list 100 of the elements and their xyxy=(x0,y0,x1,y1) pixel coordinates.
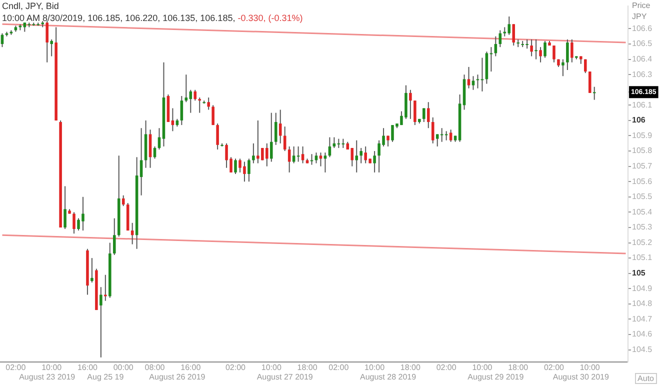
y-tick-label: 105 xyxy=(632,268,646,278)
candlestick xyxy=(508,16,511,36)
candlestick xyxy=(480,57,484,92)
candlestick xyxy=(207,97,210,110)
candlestick xyxy=(355,140,358,173)
y-tick-label: 105.6 xyxy=(632,176,653,186)
candlestick xyxy=(552,45,556,63)
candlestick xyxy=(476,74,480,89)
y-tick-label: 106.4 xyxy=(632,54,653,64)
candlestick xyxy=(426,102,430,129)
candlestick xyxy=(234,158,237,174)
x-tick-label: 16:00 xyxy=(180,363,202,372)
x-tick-label: August 27 2019 xyxy=(256,372,314,382)
candlestick xyxy=(490,46,493,72)
y-tick-label: 104.7 xyxy=(632,314,653,324)
y-tick-label: 106.5 xyxy=(632,39,653,48)
candlestick xyxy=(570,38,574,63)
x-tick-label: August 30 2019 xyxy=(552,372,610,382)
candlestick xyxy=(592,86,596,100)
x-tick-label: 16:00 xyxy=(77,363,98,372)
candlestick xyxy=(90,258,94,284)
x-tick-label: 02:00 xyxy=(6,363,26,372)
x-tick-label: 18:00 xyxy=(297,363,318,372)
y-tick-label: 105.8 xyxy=(632,146,653,156)
y-tick-label: 105.3 xyxy=(632,222,653,232)
candlestick xyxy=(198,97,202,114)
x-tick-label: August 23 2019 xyxy=(19,372,76,382)
candlestick xyxy=(373,150,376,173)
y-tick-label: 106.3 xyxy=(632,70,653,79)
candlestick xyxy=(342,138,345,148)
x-tick-label: 02:00 xyxy=(436,363,457,372)
candlestick xyxy=(274,112,278,146)
x-tick-label: August 26 2019 xyxy=(149,372,206,382)
y-tick-label: 106.1 xyxy=(632,100,653,110)
y-tick-label: 104.9 xyxy=(632,284,653,293)
chart-title: Cndl, JPY, Bid xyxy=(2,0,60,12)
y-tick-label: 104.5 xyxy=(632,344,653,354)
candlestick xyxy=(440,128,444,142)
candlestick xyxy=(566,38,569,71)
candlestick xyxy=(360,147,362,164)
x-tick-label: August 28 2019 xyxy=(360,372,417,382)
candlestick xyxy=(270,112,273,162)
candlestick xyxy=(100,286,102,358)
y-tick-label: 105.4 xyxy=(632,207,653,216)
candlestick xyxy=(431,116,434,144)
x-tick-label: 18:00 xyxy=(508,363,529,372)
candlestick xyxy=(194,89,197,102)
candlestick xyxy=(350,147,354,167)
candlestick xyxy=(283,126,286,152)
y-axis-title: Price JPY xyxy=(632,0,652,22)
candlestick xyxy=(337,138,340,148)
y-tick-label: 105.1 xyxy=(632,253,653,262)
candlestick xyxy=(562,58,564,77)
text: 10:00 AM 8/30/2019, 106.185, 106.220, 106.135, 106.185, xyxy=(2,13,236,23)
candlestick xyxy=(584,58,587,74)
y-tick-label: 104.8 xyxy=(632,299,653,308)
candlestick xyxy=(422,108,426,122)
candlestick xyxy=(216,123,219,150)
candlestick xyxy=(449,129,452,142)
y-tick-label: 106.6 xyxy=(632,24,653,33)
candlestick xyxy=(180,95,184,126)
text: Auto xyxy=(634,373,657,384)
candlestick xyxy=(444,130,448,141)
candlestick xyxy=(64,186,66,230)
x-tick-label: 02:00 xyxy=(328,363,350,372)
candlestick xyxy=(140,128,143,196)
candlestick xyxy=(512,24,516,46)
x-tick-label: 08:00 xyxy=(144,363,166,372)
y-tick-label: 105.7 xyxy=(632,162,653,171)
x-tick-label: 00:00 xyxy=(113,363,134,372)
candlestick xyxy=(414,100,416,126)
candlestick xyxy=(50,38,53,57)
y-tick-label: 105.5 xyxy=(632,192,653,202)
candlestick xyxy=(310,154,314,166)
candlestick xyxy=(46,20,48,63)
x-tick-label: 10:00 xyxy=(261,363,282,372)
x-tick-label: 10:00 xyxy=(472,363,493,372)
candlestick xyxy=(386,135,390,147)
candlestick xyxy=(409,89,412,120)
candlestick xyxy=(544,40,546,58)
candlestick xyxy=(112,218,116,256)
y-tick-label: 105.9 xyxy=(632,130,653,140)
candlestick xyxy=(467,66,470,89)
x-tick-label: 10:00 xyxy=(42,363,62,372)
x-tick-label: 02:00 xyxy=(544,363,565,372)
x-tick-label: 10:00 xyxy=(364,363,386,372)
candlestick xyxy=(436,134,439,147)
candlestick xyxy=(539,46,542,63)
candlestick xyxy=(72,212,76,234)
y-tick-label: 105.2 xyxy=(632,238,653,247)
candlestick xyxy=(104,274,107,302)
candlestick xyxy=(534,38,538,60)
annotation: -0.330, (-0.31%) xyxy=(238,13,303,23)
y-tick-label: 106 xyxy=(632,116,646,125)
candlestick xyxy=(530,38,533,57)
candlestick xyxy=(588,71,592,94)
candlestick xyxy=(296,146,300,162)
candlestick xyxy=(472,76,475,90)
x-tick-label: 10:00 xyxy=(580,363,600,372)
x-tick-label: 02:00 xyxy=(225,363,246,372)
